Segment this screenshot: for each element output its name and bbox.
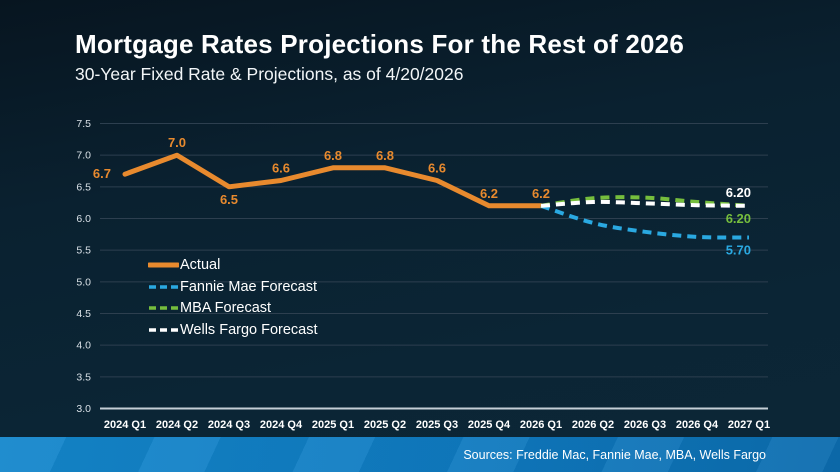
legend-item-mba-forecast: MBA Forecast <box>148 297 318 319</box>
point-label: 6.6 <box>272 161 290 176</box>
legend-swatch-solid-line <box>148 262 179 268</box>
x-tick-label: 2026 Q4 <box>676 419 719 431</box>
point-label: 6.2 <box>480 186 498 201</box>
x-tick-label: 2025 Q4 <box>468 419 511 431</box>
x-tick-label: 2026 Q2 <box>572 419 614 431</box>
point-label: 6.8 <box>376 148 394 163</box>
legend-swatch-dashed-line <box>149 306 178 310</box>
point-label: 6.6 <box>428 161 446 176</box>
y-tick-label: 4.5 <box>76 308 91 320</box>
series-wells-fargo-forecast: 6.20 <box>540 185 751 208</box>
series-actual: 6.7 7.0 6.5 6.6 6.8 6.8 6.6 6.2 6.2 <box>93 135 550 209</box>
y-axis-tick-labels: 7.5 7.0 6.5 6.0 5.5 5.0 4.5 4.0 3.5 3.0 <box>76 118 91 415</box>
y-tick-label: 5.0 <box>76 276 91 288</box>
legend-label: MBA Forecast <box>180 300 272 317</box>
chart-title: Mortgage Rates Projections For the Rest … <box>75 29 684 59</box>
sources-text: Sources: Freddie Mac, Fannie Mae, MBA, W… <box>463 447 766 462</box>
legend-label: Fannie Mae Forecast <box>180 278 318 295</box>
x-tick-label: 2024 Q1 <box>104 419 146 431</box>
y-tick-label: 7.0 <box>76 150 91 162</box>
point-label: 7.0 <box>168 135 186 150</box>
x-tick-label: 2026 Q1 <box>520 419 562 431</box>
point-label: 6.5 <box>220 192 238 207</box>
x-tick-label: 2026 Q3 <box>624 419 666 431</box>
x-tick-label: 2024 Q3 <box>208 419 250 431</box>
y-tick-label: 6.0 <box>76 213 91 225</box>
y-tick-label: 7.5 <box>76 118 91 130</box>
legend-swatch-dashed-line <box>149 284 178 289</box>
legend-item-actual: Actual <box>148 254 318 276</box>
x-tick-label: 2024 Q4 <box>260 419 303 431</box>
series-end-label: 5.70 <box>726 243 751 258</box>
chart-legend: Actual Fannie Mae Forecast MBA Forecast Wel… <box>148 254 318 341</box>
point-label: 6.8 <box>324 148 342 163</box>
x-axis-tick-labels: 2024 Q1 2024 Q2 2024 Q3 2024 Q4 2025 Q1 2025 … <box>104 419 770 431</box>
series-mba-forecast: 6.20 <box>540 195 751 226</box>
x-tick-label: 2025 Q3 <box>416 419 458 431</box>
x-tick-label: 2024 Q2 <box>156 419 198 431</box>
point-label: 6.7 <box>93 166 111 181</box>
point-label: 6.2 <box>532 186 550 201</box>
gridlines <box>100 123 768 410</box>
legend-label: Wells Fargo Forecast <box>180 321 318 338</box>
series-end-label: 6.20 <box>726 185 751 200</box>
legend-swatch-dashed-line <box>149 328 178 332</box>
x-tick-label: 2025 Q2 <box>364 419 406 431</box>
y-tick-label: 3.5 <box>76 371 91 383</box>
series-end-label: 6.20 <box>726 211 751 226</box>
y-tick-label: 6.5 <box>76 181 91 193</box>
legend-item-wells-fargo-forecast: Wells Fargo Forecast <box>148 319 318 341</box>
x-tick-label: 2025 Q1 <box>312 419 354 431</box>
footer-bar: Sources: Freddie Mac, Fannie Mae, MBA, W… <box>0 437 840 472</box>
y-tick-label: 4.0 <box>76 340 91 352</box>
chart-subtitle: 30-Year Fixed Rate & Projections, as of … <box>75 64 464 84</box>
series-fannie-mae-forecast: 5.70 <box>540 203 751 258</box>
y-tick-label: 3.0 <box>76 403 91 415</box>
y-tick-label: 5.5 <box>76 245 91 257</box>
legend-item-fannie-mae-forecast: Fannie Mae Forecast <box>148 276 318 298</box>
legend-label: Actual <box>180 256 221 273</box>
x-tick-label: 2027 Q1 <box>728 419 770 431</box>
